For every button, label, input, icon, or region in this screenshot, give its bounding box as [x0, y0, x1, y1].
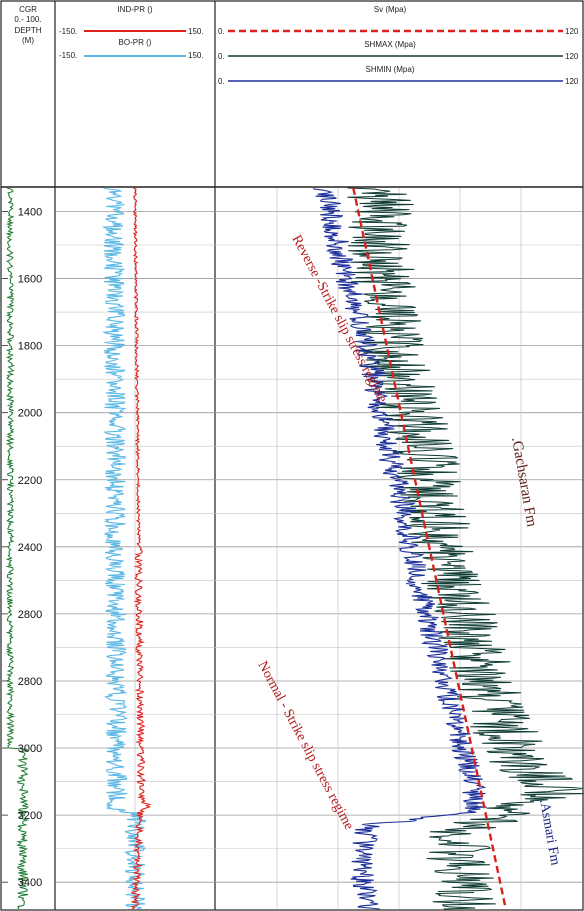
- depth-tick-label-2800: 2800: [18, 676, 42, 688]
- depth-tick-label-1600: 1600: [18, 274, 42, 286]
- cgr-header-line-2: 0.- 100.: [14, 15, 41, 24]
- sv-header-name: Sv (Mpa): [374, 5, 407, 14]
- depth-tick-label-1400: 1400: [18, 206, 42, 218]
- depth-tick-layer: 1400 1600 1800 2000 2200 2400 2800 2800 3000 3200…: [2, 206, 42, 889]
- ind-pr-min-label: -150.: [59, 27, 77, 36]
- bo-pr-max-label: 150.: [188, 51, 204, 60]
- sv-curve: [352, 187, 507, 910]
- data-layer: [5, 187, 584, 910]
- shmin-max-label: 120: [565, 77, 579, 86]
- depth-tick-label-2600: 2800: [18, 609, 42, 621]
- sv-max-label: 120: [565, 27, 579, 36]
- cgr-curve: [5, 187, 30, 910]
- depth-tick-label-3400: 3400: [18, 877, 42, 889]
- ind-pr-max-label: 150.: [188, 27, 204, 36]
- depth-header-line-1: DEPTH: [14, 26, 41, 35]
- grid-layer: [56, 188, 582, 909]
- shmax-max-label: 120: [565, 52, 579, 61]
- depth-tick-label-1800: 1800: [18, 341, 42, 353]
- ind-pr-curve: [130, 187, 152, 910]
- bo-pr-min-label: -150.: [59, 51, 77, 60]
- ind-pr-header-name: IND-PR (): [117, 5, 152, 14]
- gachsaran-annotation: .Gachsaran Fm: [508, 436, 540, 529]
- normal-regime-annotation: Normal - Strike slip stress regime: [254, 659, 356, 833]
- depth-tick-label-2400: 2400: [18, 542, 42, 554]
- bo-pr-curve: [101, 187, 147, 910]
- shmax-curve: [347, 187, 584, 910]
- bo-pr-header-name: BO-PR (): [119, 38, 152, 47]
- shmax-header-name: SHMAX (Mpa): [364, 40, 416, 49]
- depth-tick-label-3000: 3000: [18, 743, 42, 755]
- sv-min-label: 0.: [218, 27, 225, 36]
- depth-header-line-2: (M): [22, 36, 34, 45]
- shmin-curve: [313, 187, 487, 910]
- depth-tick-label-2200: 2200: [18, 475, 42, 487]
- depth-tick-label-3200: 3200: [18, 810, 42, 822]
- cgr-header-line-1: CGR: [19, 5, 37, 14]
- cgr-depth-header: CGR 0.- 100. DEPTH (M): [14, 5, 41, 45]
- asmari-annotation: .Asmari Fm: [536, 798, 562, 867]
- shmax-min-label: 0.: [218, 52, 225, 61]
- pressure-track-header: IND-PR () -150. 150. BO-PR () -150. 150.: [59, 5, 204, 60]
- stress-track-header: Sv (Mpa) 0. 120 SHMAX (Mpa) 0. 120 SHMIN…: [218, 5, 579, 86]
- depth-tick-label-2000: 2000: [18, 408, 42, 420]
- shmin-min-label: 0.: [218, 77, 225, 86]
- shmin-header-name: SHMIN (Mpa): [366, 65, 415, 74]
